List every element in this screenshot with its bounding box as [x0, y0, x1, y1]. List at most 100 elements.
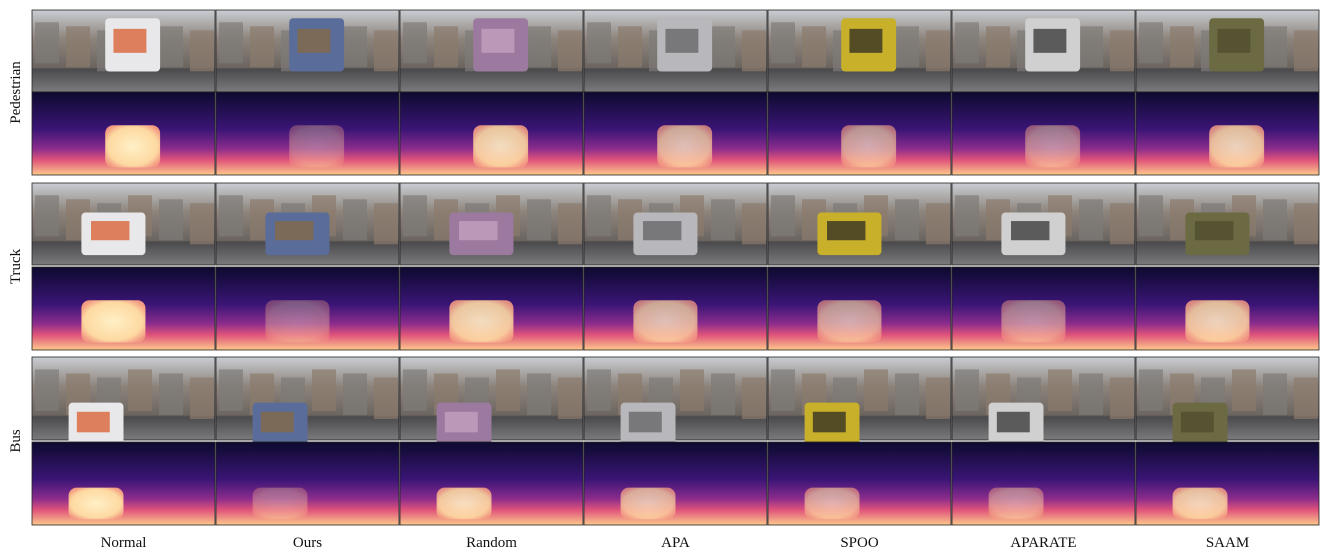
building: [1263, 373, 1287, 415]
building: [190, 30, 214, 71]
image-cell: [400, 183, 583, 350]
depth-map: [1136, 442, 1319, 525]
building: [403, 22, 427, 63]
building: [1110, 377, 1134, 419]
building: [955, 22, 979, 63]
building: [1294, 30, 1318, 71]
depth-object: [289, 125, 344, 167]
building: [711, 373, 735, 415]
building: [374, 377, 398, 419]
column-label: APA: [661, 535, 690, 551]
depth-map: [768, 442, 951, 525]
building: [1232, 369, 1256, 411]
building: [1110, 30, 1134, 71]
building: [864, 369, 888, 411]
building: [35, 195, 59, 236]
object-pattern: [813, 412, 846, 433]
building: [955, 195, 979, 236]
object-pattern: [77, 412, 110, 433]
depth-object: [1001, 300, 1065, 342]
building: [680, 369, 704, 411]
image-cell: [768, 183, 951, 350]
building: [312, 369, 336, 411]
building: [190, 203, 214, 244]
depth-object: [1173, 488, 1228, 520]
object-pattern: [261, 412, 294, 433]
building: [35, 369, 59, 411]
object-pattern: [1011, 221, 1049, 240]
object-pattern: [275, 221, 313, 240]
column-label: Random: [466, 535, 517, 551]
object-pattern: [481, 29, 514, 53]
building: [895, 199, 919, 240]
column-label: SPOO: [840, 535, 879, 551]
row-label: Bus: [8, 429, 24, 453]
image-cell: [32, 10, 215, 175]
building: [618, 26, 642, 67]
building: [343, 373, 367, 415]
building: [159, 199, 183, 240]
figure: PedestrianNormalOursRandomAPASPOOAPARATE…: [0, 0, 1320, 555]
object-pattern: [849, 29, 882, 53]
column-label: Normal: [101, 535, 147, 551]
row-label: Pedestrian: [8, 61, 24, 124]
building: [711, 26, 735, 67]
building: [587, 369, 611, 411]
image-cell: [400, 357, 583, 525]
object-pattern: [1217, 29, 1250, 53]
building: [558, 203, 582, 244]
building: [926, 30, 950, 71]
building: [219, 369, 243, 411]
building: [558, 30, 582, 71]
image-cell: [584, 357, 767, 525]
building: [1294, 377, 1318, 419]
image-cell: [768, 10, 951, 175]
building: [159, 26, 183, 67]
building: [771, 22, 795, 63]
image-cell: [32, 357, 215, 525]
building: [1139, 369, 1163, 411]
building: [1294, 203, 1318, 244]
image-cell: [1136, 10, 1319, 175]
building: [374, 203, 398, 244]
image-cell: [952, 357, 1135, 525]
depth-object: [805, 488, 860, 520]
building: [343, 26, 367, 67]
depth-object: [817, 300, 881, 342]
column-label: SAAM: [1206, 535, 1249, 551]
depth-object: [69, 488, 124, 520]
depth-object: [265, 300, 329, 342]
depth-map: [952, 442, 1135, 525]
depth-object: [657, 125, 712, 167]
building: [895, 26, 919, 67]
image-cell: [584, 10, 767, 175]
building: [926, 203, 950, 244]
object-pattern: [665, 29, 698, 53]
building: [527, 26, 551, 67]
depth-map: [400, 442, 583, 525]
object-pattern: [459, 221, 497, 240]
row-label: Truck: [8, 248, 24, 284]
building: [771, 195, 795, 236]
image-cell: [1136, 357, 1319, 525]
building: [434, 26, 458, 67]
depth-object: [105, 125, 160, 167]
column-label: APARATE: [1010, 535, 1076, 551]
building: [527, 373, 551, 415]
object-pattern: [113, 29, 146, 53]
building: [955, 369, 979, 411]
building: [587, 195, 611, 236]
object-pattern: [643, 221, 681, 240]
image-cell: [1136, 183, 1319, 350]
building: [771, 369, 795, 411]
image-cell: [952, 183, 1135, 350]
object-pattern: [445, 412, 478, 433]
building: [159, 373, 183, 415]
object-pattern: [629, 412, 662, 433]
object-pattern: [1033, 29, 1066, 53]
building: [527, 199, 551, 240]
building: [403, 369, 427, 411]
building: [1048, 369, 1072, 411]
depth-map: [216, 442, 399, 525]
image-cell: [216, 10, 399, 175]
